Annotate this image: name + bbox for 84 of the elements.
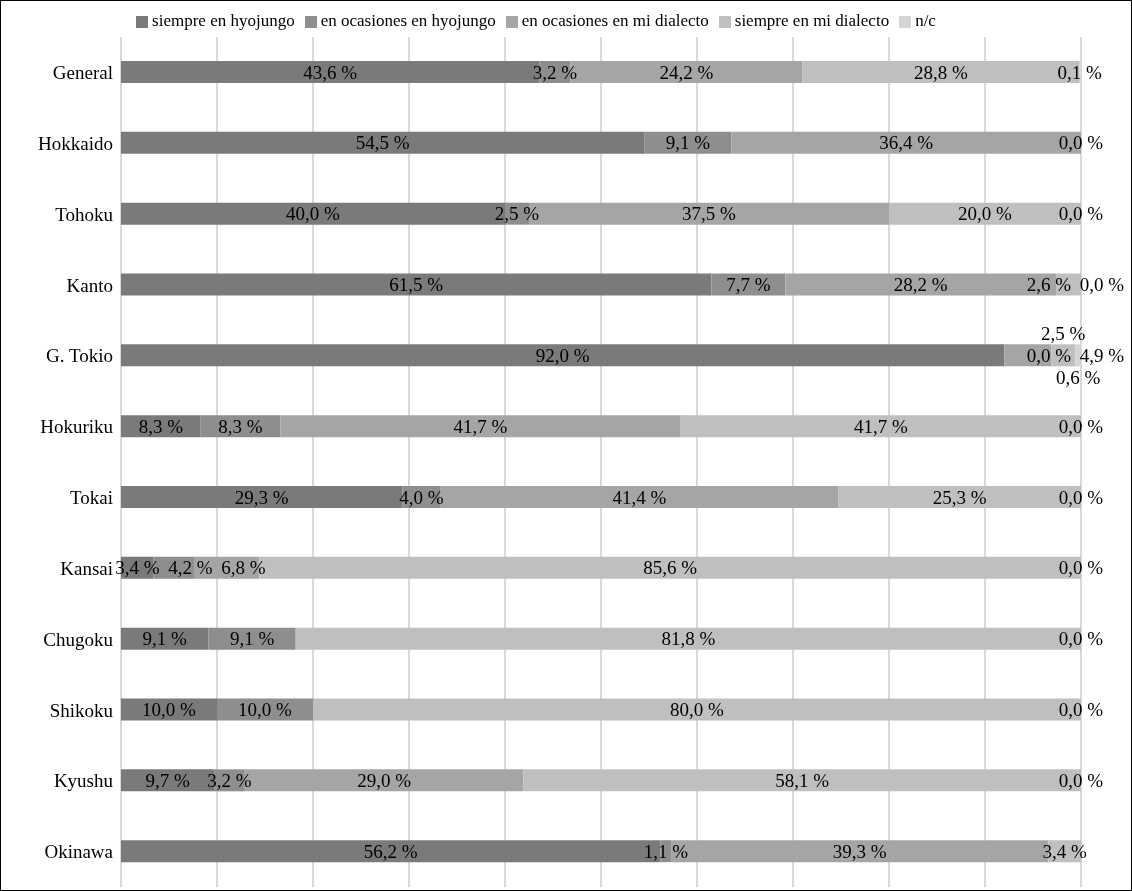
data-label: 24,2 % bbox=[659, 61, 714, 83]
y-tick-label: G. Tokio bbox=[46, 345, 113, 367]
data-label: 3,2 % bbox=[532, 61, 578, 83]
data-label: 0,0 % bbox=[1058, 557, 1104, 579]
bar bbox=[680, 415, 1081, 438]
bar bbox=[280, 415, 681, 438]
y-tick-label: Tokai bbox=[70, 487, 113, 509]
data-label: 2,5 % bbox=[494, 203, 540, 225]
data-label: 0,0 % bbox=[1058, 415, 1104, 437]
data-label: 40,0 % bbox=[286, 203, 341, 225]
bar bbox=[121, 131, 645, 154]
bar bbox=[121, 273, 712, 296]
data-label: 0,0 % bbox=[1058, 486, 1104, 508]
data-label: 41,7 % bbox=[853, 415, 908, 437]
data-label: 3,2 % bbox=[207, 769, 252, 791]
y-tick-label: Okinawa bbox=[44, 841, 114, 863]
data-label: 41,7 % bbox=[453, 415, 508, 437]
y-tick-label: Kansai bbox=[60, 557, 113, 579]
legend-label: en ocasiones en hyojungo bbox=[320, 11, 496, 30]
data-label: 9,1 % bbox=[142, 628, 188, 650]
data-label: 4,2 % bbox=[168, 557, 213, 579]
bar bbox=[838, 486, 1081, 508]
data-label: 92,0 % bbox=[535, 344, 590, 366]
data-label: 9,1 % bbox=[665, 132, 711, 154]
data-label: 54,5 % bbox=[355, 132, 410, 154]
y-tick-label: Hokuriku bbox=[40, 416, 114, 438]
data-label: 10,0 % bbox=[238, 699, 293, 721]
bar bbox=[295, 627, 1081, 650]
data-label: 0,0 % bbox=[1026, 344, 1072, 366]
data-label: 61,5 % bbox=[389, 274, 444, 296]
legend-label: siempre en mi dialecto bbox=[734, 11, 890, 30]
data-label: 0,0 % bbox=[1058, 628, 1104, 650]
y-tick-label: Tohoku bbox=[55, 203, 114, 225]
data-label: 2,6 % bbox=[1026, 274, 1072, 296]
data-label: 0,0 % bbox=[1058, 699, 1104, 721]
y-tick-label: Kyushu bbox=[53, 770, 114, 792]
data-label: 8,3 % bbox=[138, 415, 184, 437]
bar bbox=[121, 344, 1005, 367]
data-label: 29,3 % bbox=[234, 486, 289, 508]
data-label: 0,6 % bbox=[1055, 366, 1101, 388]
data-label: 36,4 % bbox=[879, 132, 934, 154]
y-tick-label: Kanto bbox=[66, 274, 113, 296]
data-label: 0,0 % bbox=[1058, 203, 1104, 225]
y-tick-label: Shikoku bbox=[49, 699, 114, 721]
data-label: 81,8 % bbox=[661, 628, 716, 650]
data-label: 39,3 % bbox=[832, 840, 887, 862]
y-tick-label: General bbox=[52, 62, 113, 84]
data-label: 0,0 % bbox=[1058, 769, 1104, 791]
data-label: 85,6 % bbox=[643, 557, 698, 579]
bar bbox=[785, 273, 1057, 296]
data-label: 56,2 % bbox=[363, 840, 418, 862]
data-label: 2,5 % bbox=[1041, 322, 1086, 344]
legend-label: n/c bbox=[915, 11, 936, 30]
data-label: 7,7 % bbox=[726, 274, 771, 296]
data-label: 0,0 % bbox=[1058, 132, 1104, 154]
data-label: 9,1 % bbox=[229, 628, 275, 650]
y-tick-label: Chugoku bbox=[43, 628, 114, 650]
data-label: 1,1 % bbox=[643, 840, 689, 862]
data-label: 8,3 % bbox=[218, 415, 263, 437]
bar bbox=[731, 131, 1081, 154]
legend-label: en ocasiones en mi dialecto bbox=[521, 11, 709, 30]
data-label: 29,0 % bbox=[357, 769, 412, 791]
data-label: 43,6 % bbox=[303, 61, 358, 83]
data-label: 3,4 % bbox=[1042, 840, 1088, 862]
data-label: 4,0 % bbox=[399, 486, 444, 508]
data-label: 58,1 % bbox=[775, 769, 830, 791]
data-label: 20,0 % bbox=[958, 203, 1013, 225]
y-tick-label: Hokkaido bbox=[38, 132, 113, 154]
data-label: 41,4 % bbox=[612, 486, 667, 508]
bar bbox=[313, 698, 1081, 721]
data-label: 0,1 % bbox=[1057, 61, 1102, 83]
data-label: 37,5 % bbox=[682, 203, 737, 225]
data-label: 9,7 % bbox=[145, 769, 190, 791]
data-label: 80,0 % bbox=[670, 699, 725, 721]
data-label: 28,8 % bbox=[913, 61, 968, 83]
bar bbox=[523, 769, 1081, 792]
legend-label: siempre en hyojungo bbox=[152, 11, 295, 30]
data-label: 0,0 % bbox=[1079, 274, 1125, 296]
data-label: 25,3 % bbox=[932, 486, 987, 508]
data-label: 10,0 % bbox=[142, 699, 197, 721]
data-label: 4,9 % bbox=[1079, 344, 1125, 366]
bar bbox=[802, 61, 1080, 83]
data-label: 28,2 % bbox=[893, 274, 948, 296]
data-label: 6,8 % bbox=[221, 557, 266, 579]
